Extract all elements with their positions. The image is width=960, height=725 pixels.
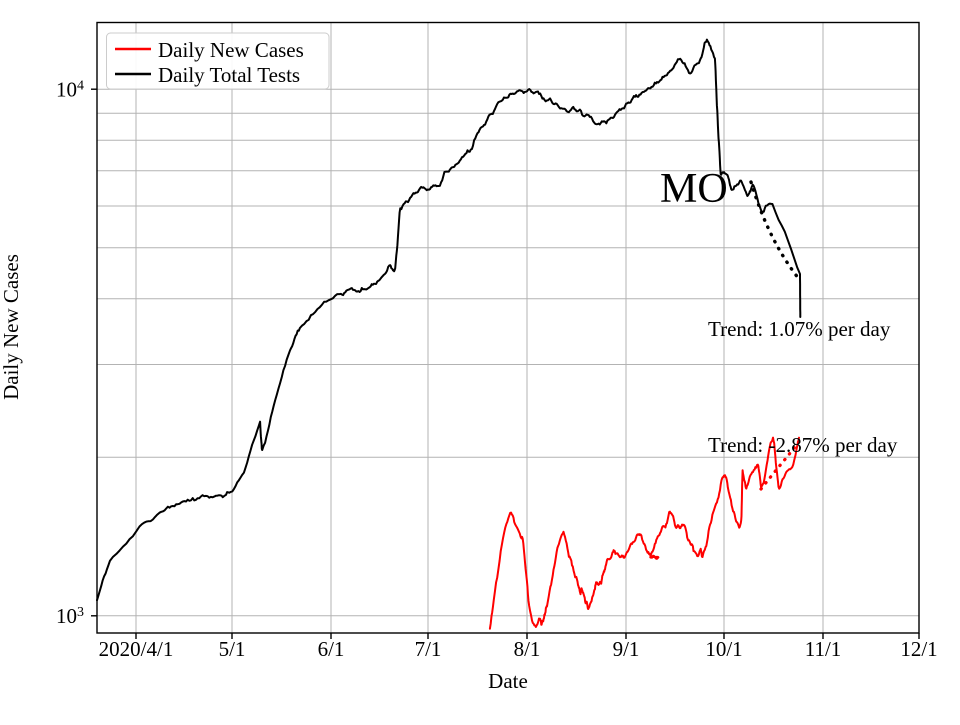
svg-text:Daily New Cases: Daily New Cases <box>0 254 23 400</box>
svg-text:8/1: 8/1 <box>514 637 541 661</box>
svg-text:5/1: 5/1 <box>219 637 246 661</box>
svg-text:Daily Total Tests: Daily Total Tests <box>158 63 300 87</box>
svg-text:Trend: 1.07% per day: Trend: 1.07% per day <box>708 317 891 341</box>
svg-text:10/1: 10/1 <box>705 637 742 661</box>
svg-text:7/1: 7/1 <box>415 637 442 661</box>
svg-text:6/1: 6/1 <box>318 637 345 661</box>
svg-text:MO: MO <box>660 166 728 212</box>
svg-text:2020/4/1: 2020/4/1 <box>99 637 174 661</box>
svg-text:Daily New Cases: Daily New Cases <box>158 38 304 62</box>
svg-text:9/1: 9/1 <box>613 637 640 661</box>
svg-text:11/1: 11/1 <box>805 637 842 661</box>
svg-text:Date: Date <box>488 669 528 693</box>
svg-text:12/1: 12/1 <box>900 637 937 661</box>
svg-text:Trend: -2.87% per day: Trend: -2.87% per day <box>708 433 898 457</box>
